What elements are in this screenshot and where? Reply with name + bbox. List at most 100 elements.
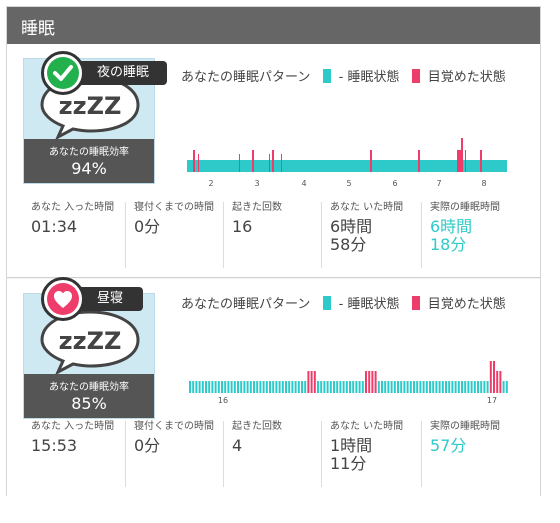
sleep-mark [256,381,259,393]
legend-awake-swatch [411,296,420,310]
sleep-mark [445,381,447,393]
awake-mark [252,150,254,172]
legend-sleep-swatch [322,69,331,83]
awake-mark [465,150,466,172]
sleep-mark [358,381,361,393]
sleep-mark [291,381,294,393]
sleep-mark [285,381,287,393]
stat-wake-count: 起きた回数 16 [224,202,322,268]
sleep-mark [320,381,323,393]
sleep-mark [246,381,249,393]
sleep-mark [243,381,246,393]
nap-card[interactable]: zzZZ あなたの睡眠効率 85% [23,293,155,419]
sleep-mark [240,381,243,393]
night-stats: あなた 入った時間 01:34 寝付くまでの時間 0分 起きた回数 16 あなた… [23,202,528,272]
efficiency-label: あなたの睡眠効率 [49,382,129,393]
stat-actual-sleep: 実際の睡眠時間 57分 [430,421,500,455]
sleep-mark [432,381,435,393]
panel-header: 睡眠 [7,7,540,44]
sleep-mark [198,381,201,393]
sleep-mark [326,381,329,393]
awake-mark [461,138,463,172]
tick-label: 7 [436,179,441,188]
awake-mark [480,150,482,172]
awake-mark [307,371,310,393]
awake-mark [198,154,199,172]
sleep-mark [201,381,204,393]
sleep-mark [502,381,505,393]
tick-label: 8 [481,179,486,188]
sleep-mark [422,381,425,393]
tick-label: 17 [487,396,497,405]
sleep-mark [435,381,438,393]
stat-time-in-bed: あなた いた時間 6時間 58分 [322,202,422,268]
sleep-bubble-icon: zzZZ [40,310,140,374]
sleep-mark [237,381,239,393]
legend-pattern-label: あなたの睡眠パターン [181,297,311,312]
efficiency-value: 94% [71,159,107,178]
sleep-mark [275,381,278,393]
awake-mark [496,371,499,393]
legend-sleep-label: - 睡眠状態 [338,70,400,85]
sleep-mark [441,381,444,393]
sleep-mark [208,381,211,393]
panel-title: 睡眠 [21,19,55,39]
nap-sleep-chart: 16 17 [189,361,508,405]
sleep-mark [473,381,476,393]
sleep-mark [224,381,227,393]
sleep-mark [317,381,319,393]
stat-bedtime: あなた 入った時間 15:53 [23,421,126,487]
tick-label: 4 [301,179,306,188]
sleep-mark [393,381,396,393]
nap-stats: あなた 入った時間 15:53 寝付くまでの時間 0分 起きた回数 4 あなた … [23,421,528,491]
tick-label: 16 [218,396,228,405]
sleep-mark [486,381,489,393]
sleep-mark [333,381,335,393]
sleep-mark [505,381,508,393]
legend-sleep-label: - 睡眠状態 [338,297,400,312]
sleep-mark [352,381,355,393]
sleep-mark [281,381,284,393]
sleep-mark [227,381,230,393]
sleep-mark [470,381,473,393]
sleep-mark [192,381,195,393]
nap-badge [41,277,85,321]
sleep-mark [230,381,233,393]
efficiency-value: 85% [71,394,107,413]
sleep-mark [390,381,393,393]
sleep-mark [233,381,236,393]
sleep-mark [301,381,303,393]
awake-mark [371,371,374,393]
sleep-mark [339,381,342,393]
awake-mark [281,154,282,172]
sleep-mark [195,381,198,393]
heart-icon [54,291,72,308]
stat-actual-sleep: 実際の睡眠時間 6時間 18分 [430,202,500,254]
sleep-mark [429,381,431,393]
sleep-mark [272,381,275,393]
sleep-mark [400,381,403,393]
sleep-mark [342,381,345,393]
nap-legend: あなたの睡眠パターン - 睡眠状態 目覚めた状態 [181,293,506,312]
sleep-mark [297,381,300,393]
legend-sleep-swatch [322,296,331,310]
sleep-mark [438,381,441,393]
sleep-mark [483,381,486,393]
efficiency-box: あなたの睡眠効率 94% [24,139,154,183]
sleep-mark [336,381,339,393]
zzz-text: zzZZ [59,92,122,120]
sleep-mark [345,381,348,393]
sleep-mark [480,381,483,393]
sleep-mark [451,381,454,393]
awake-mark [193,150,195,172]
sleep-mark [425,381,428,393]
legend-pattern-label: あなたの睡眠パターン [181,70,311,85]
nap-section: zzZZ あなたの睡眠効率 85% 昼寝 あなたの睡眠パターン - 睡眠状態 目… [7,277,540,496]
sleep-mark [409,381,412,393]
awake-mark [269,154,270,172]
sleep-mark [361,381,364,393]
awake-mark [374,371,377,393]
legend-awake-label: 目覚めた状態 [427,297,506,312]
sleep-mark [419,381,422,393]
sleep-mark [265,381,268,393]
